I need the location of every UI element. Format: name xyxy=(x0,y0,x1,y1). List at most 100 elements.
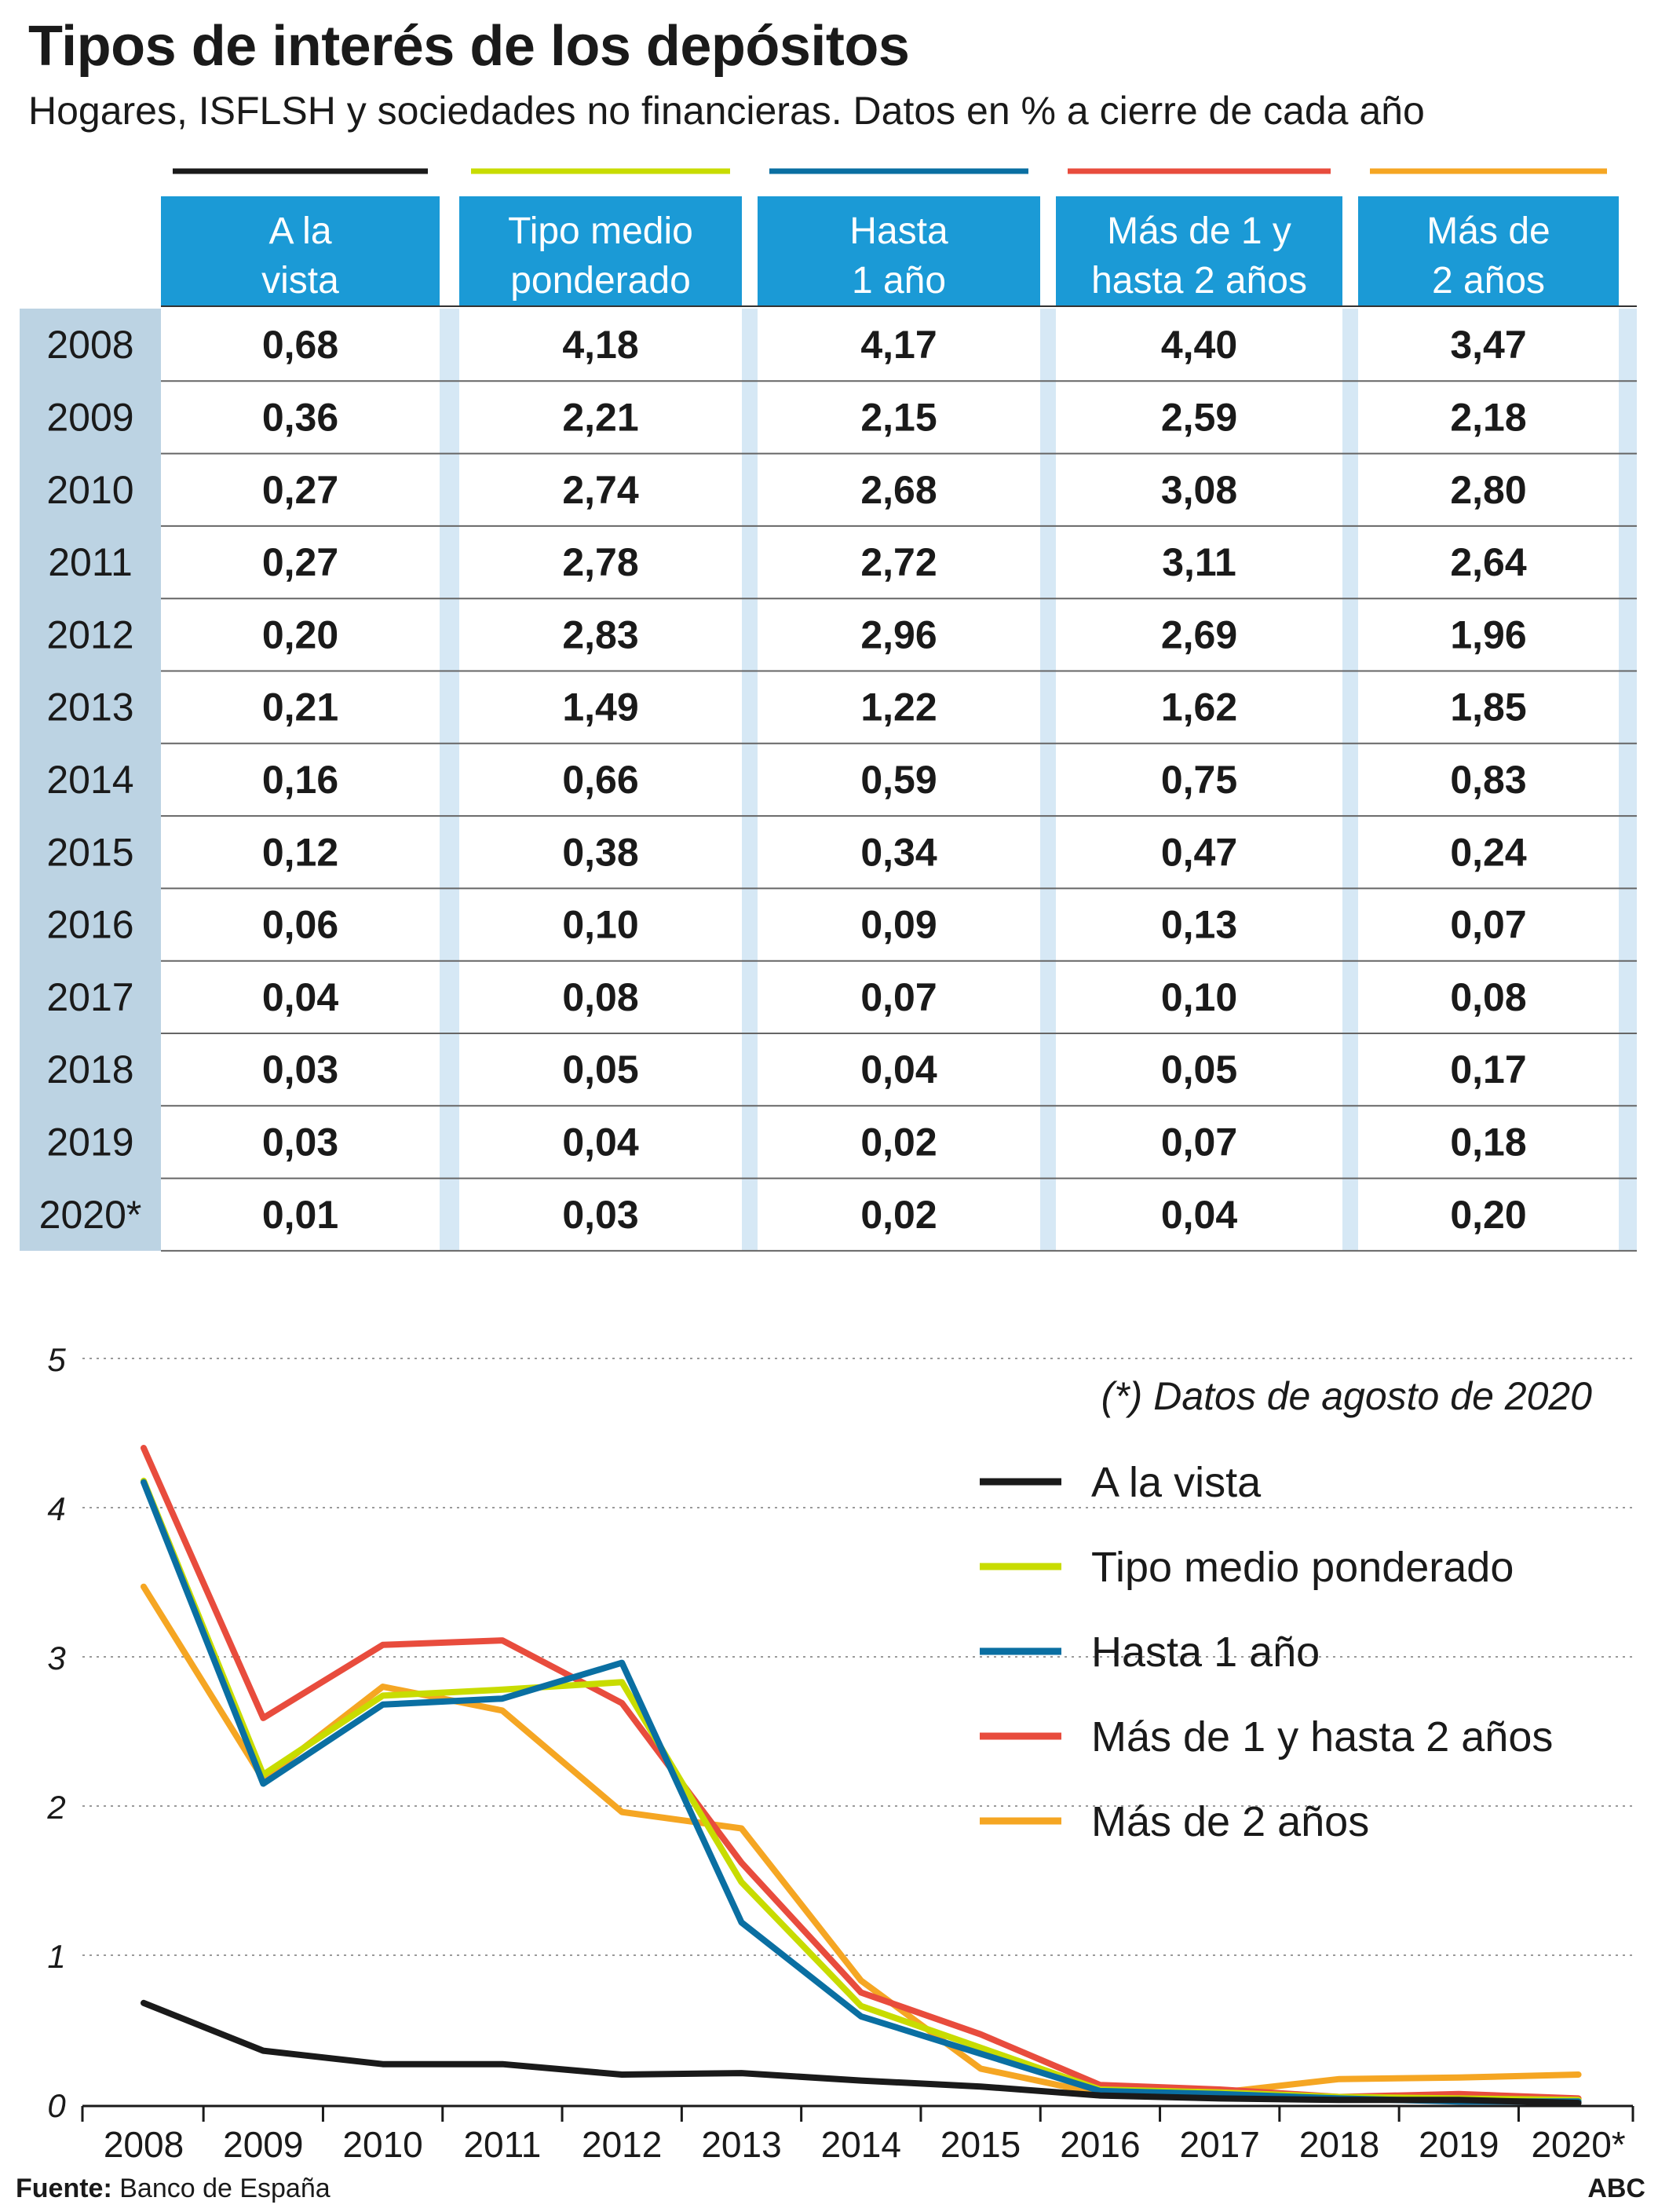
value-cell: 0,27 xyxy=(262,468,338,512)
x-tick-label: 2020* xyxy=(1531,2124,1625,2165)
value-cell: 2,80 xyxy=(1450,468,1526,512)
column-header-line2: 2 años xyxy=(1432,260,1545,302)
column-separator-stripe xyxy=(1619,309,1637,1251)
year-cell: 2009 xyxy=(46,395,133,439)
column-header-bg xyxy=(1358,196,1619,306)
value-cell: 0,47 xyxy=(1161,830,1237,874)
value-cell: 2,68 xyxy=(860,468,937,512)
value-cell: 4,40 xyxy=(1161,323,1237,367)
column-header-bg xyxy=(758,196,1040,306)
value-cell: 2,69 xyxy=(1161,612,1237,656)
value-cell: 0,05 xyxy=(1161,1048,1237,1091)
year-cell: 2016 xyxy=(46,903,133,947)
value-cell: 0,10 xyxy=(1161,975,1237,1019)
source-label: Fuente: xyxy=(16,2174,112,2203)
value-cell: 0,27 xyxy=(262,540,338,584)
value-cell: 0,12 xyxy=(262,830,338,874)
value-cell: 0,75 xyxy=(1161,758,1237,802)
column-header-bg xyxy=(459,196,742,306)
year-cell: 2008 xyxy=(46,323,133,367)
column-header-line1: Más de 1 y xyxy=(1107,210,1291,252)
value-cell: 2,59 xyxy=(1161,395,1237,439)
value-cell: 0,68 xyxy=(262,323,338,367)
column-header-line2: ponderado xyxy=(510,260,691,302)
column-separator-stripe xyxy=(742,309,758,1251)
value-cell: 0,20 xyxy=(1450,1193,1526,1237)
value-cell: 2,74 xyxy=(562,468,639,512)
value-cell: 1,49 xyxy=(562,686,638,729)
value-cell: 0,01 xyxy=(262,1193,338,1237)
value-cell: 3,11 xyxy=(1162,540,1236,584)
source-text: Banco de España xyxy=(111,2174,331,2203)
column-header-line1: Tipo medio xyxy=(508,210,693,252)
column-header-line1: A la xyxy=(268,210,331,252)
column-header-line2: vista xyxy=(261,260,339,302)
value-cell: 4,18 xyxy=(562,323,638,367)
legend-label: Más de 2 años xyxy=(1091,1798,1369,1845)
value-cell: 0,06 xyxy=(262,903,338,947)
column-header-line1: Más de xyxy=(1426,210,1550,252)
value-cell: 2,96 xyxy=(860,612,937,656)
value-cell: 0,07 xyxy=(1450,903,1526,947)
y-tick-label: 2 xyxy=(46,1789,65,1826)
value-cell: 0,66 xyxy=(562,758,638,802)
value-cell: 0,10 xyxy=(562,903,638,947)
value-cell: 0,34 xyxy=(860,830,937,874)
column-separator-stripe xyxy=(440,309,459,1251)
y-tick-label: 4 xyxy=(47,1490,65,1527)
column-separator-stripe xyxy=(1342,309,1358,1251)
page-title: Tipos de interés de los depósitos xyxy=(28,15,910,78)
value-cell: 0,59 xyxy=(860,758,937,802)
x-tick-label: 2013 xyxy=(701,2124,781,2165)
value-cell: 0,05 xyxy=(562,1048,638,1091)
x-tick-label: 2009 xyxy=(223,2124,303,2165)
year-cell: 2020* xyxy=(39,1193,142,1237)
data-table: A la vista Tipo medio ponderado Hasta 1 año Má… xyxy=(20,168,1637,1252)
column-header-line2: 1 año xyxy=(852,260,946,302)
series-line-1 xyxy=(141,1999,1582,2107)
year-cell: 2011 xyxy=(48,540,133,584)
value-cell: 0,04 xyxy=(1161,1193,1238,1237)
value-cell: 0,07 xyxy=(860,975,937,1019)
value-cell: 2,21 xyxy=(562,395,638,439)
legend-label: Hasta 1 año xyxy=(1091,1629,1320,1676)
series-line-5 xyxy=(141,1583,1582,2097)
value-cell: 1,96 xyxy=(1450,612,1526,656)
value-cell: 2,64 xyxy=(1450,540,1527,584)
x-tick-label: 2014 xyxy=(821,2124,901,2165)
column-header-bg xyxy=(1056,196,1342,306)
value-cell: 4,17 xyxy=(860,323,937,367)
value-cell: 0,24 xyxy=(1450,830,1527,874)
year-cell: 2012 xyxy=(46,612,133,656)
y-tick-label: 0 xyxy=(47,2087,66,2124)
value-cell: 0,83 xyxy=(1450,758,1526,802)
value-cell: 0,03 xyxy=(562,1193,638,1237)
value-cell: 0,02 xyxy=(860,1120,937,1164)
x-tick-label: 2011 xyxy=(463,2124,541,2165)
value-cell: 0,17 xyxy=(1450,1048,1526,1091)
column-header-line1: Hasta xyxy=(849,210,948,252)
year-cell: 2017 xyxy=(46,975,133,1019)
line-chart: 0 1 2 3 4 5 2008 2009 2010 2011 2012 2013 2014 2015 20… xyxy=(46,1341,1634,2165)
value-cell: 1,85 xyxy=(1450,686,1526,729)
legend-label: A la vista xyxy=(1091,1459,1262,1506)
brand-logo: ABC xyxy=(1587,2174,1645,2203)
year-column-bg xyxy=(20,309,161,1251)
footnote-annotation: (*) Datos de agosto de 2020 xyxy=(1101,1374,1593,1418)
value-cell: 0,08 xyxy=(1450,975,1526,1019)
year-cell: 2010 xyxy=(46,468,133,512)
value-cell: 2,72 xyxy=(860,540,937,584)
value-cell: 0,02 xyxy=(860,1193,937,1237)
value-cell: 0,04 xyxy=(562,1120,639,1164)
value-cell: 0,04 xyxy=(262,975,339,1019)
value-cell: 0,03 xyxy=(262,1048,338,1091)
value-cell: 0,16 xyxy=(262,758,338,802)
year-cell: 2013 xyxy=(46,686,133,729)
legend-label: Tipo medio ponderado xyxy=(1091,1544,1514,1591)
value-cell: 2,83 xyxy=(562,612,638,656)
year-cell: 2015 xyxy=(46,830,133,874)
x-tick-label: 2019 xyxy=(1419,2124,1499,2165)
year-cell: 2018 xyxy=(46,1048,133,1091)
value-cell: 0,38 xyxy=(562,830,638,874)
x-tick-label: 2012 xyxy=(582,2124,662,2165)
